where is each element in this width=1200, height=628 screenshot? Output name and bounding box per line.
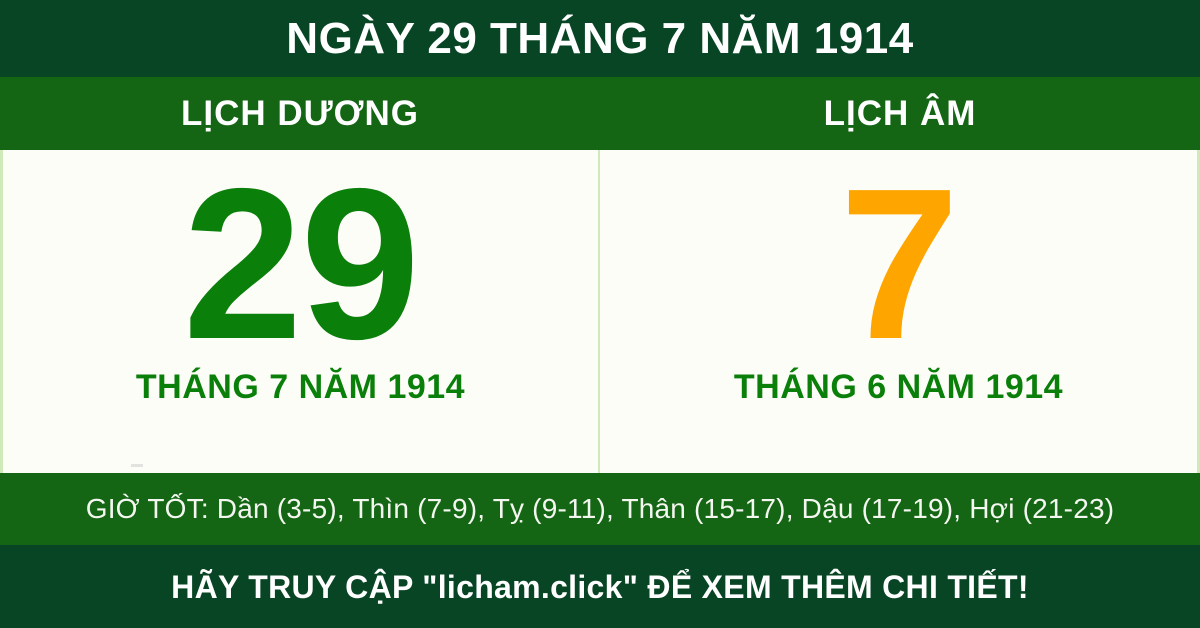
solar-column-header: LỊCH DƯƠNG <box>0 77 600 150</box>
solar-day-number: 29 <box>182 143 420 384</box>
title-bar: NGÀY 29 THÁNG 7 NĂM 1914 <box>0 0 1200 77</box>
date-panel: 29 THÁNG 7 NĂM 1914 7 THÁNG 6 NĂM 1914 <box>0 150 1200 473</box>
good-hours-text: GIỜ TỐT: Dần (3-5), Thìn (7-9), Tỵ (9-11… <box>85 493 1115 524</box>
solar-month-year: THÁNG 7 NĂM 1914 <box>135 367 466 406</box>
good-hours-bar: GIỜ TỐT: Dần (3-5), Thìn (7-9), Tỵ (9-11… <box>0 473 1200 545</box>
calendar-type-header: LỊCH DƯƠNG LỊCH ÂM <box>0 77 1200 150</box>
solar-calendar-label: LỊCH DƯƠNG <box>180 94 420 133</box>
lunar-date-block: 7 THÁNG 6 NĂM 1914 <box>600 150 1197 473</box>
solar-date-block: 29 THÁNG 7 NĂM 1914 <box>3 150 600 473</box>
call-to-action-text: HÃY TRUY CẬP "licham.click" ĐỂ XEM THÊM … <box>171 568 1029 605</box>
lunar-column-header: LỊCH ÂM <box>600 77 1200 150</box>
call-to-action-bar: HÃY TRUY CẬP "licham.click" ĐỂ XEM THÊM … <box>0 545 1200 628</box>
page-title: NGÀY 29 THÁNG 7 NĂM 1914 <box>286 13 914 63</box>
lunar-calendar-label: LỊCH ÂM <box>823 94 977 133</box>
lunar-day-number: 7 <box>839 143 960 384</box>
lunar-month-year: THÁNG 6 NĂM 1914 <box>733 367 1064 406</box>
render-artifact <box>131 464 143 467</box>
